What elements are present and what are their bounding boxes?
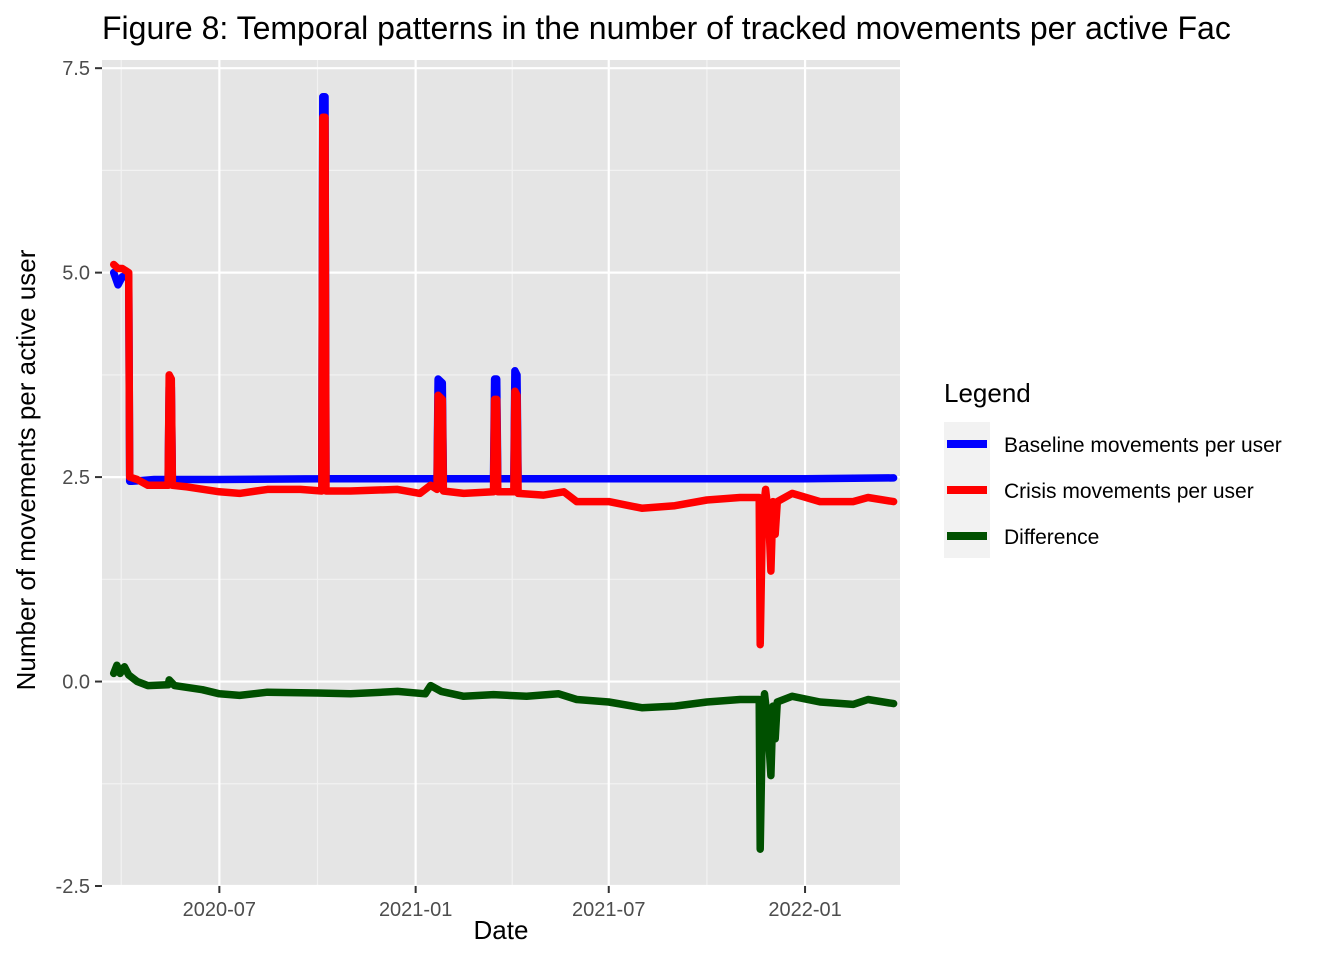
x-axis-title: Date [474,915,529,945]
x-tick-label: 2021-07 [572,899,645,921]
y-tick-label: 2.5 [62,467,90,489]
chart-title: Figure 8: Temporal patterns in the numbe… [102,10,1231,46]
series-lines [109,93,898,853]
y-tick-label: 7.5 [62,58,90,80]
legend-title: Legend [944,378,1031,408]
y-tick-label: 0.0 [62,672,90,694]
y-tick-label: -2.5 [56,876,90,898]
x-tick-label: 2020-07 [183,899,256,921]
legend-label: Difference [1004,526,1099,549]
series-line-difference [109,661,898,853]
y-axis-title: Number of movements per active user [11,249,41,690]
legend-label: Baseline movements per user [1004,434,1282,457]
x-tick-label: 2022-01 [768,899,841,921]
y-tick-label: 5.0 [62,263,90,285]
x-tick-label: 2021-01 [379,899,452,921]
series-line-crisis-movements-per-user [109,113,898,649]
legend-label: Crisis movements per user [1004,480,1254,503]
axes: -2.5 0.0 2.5 5.0 7.5 2020-07 2021-01 2021-07 202… [56,58,842,921]
legend: Legend Baseline movements per user Crisis… [944,378,1282,558]
